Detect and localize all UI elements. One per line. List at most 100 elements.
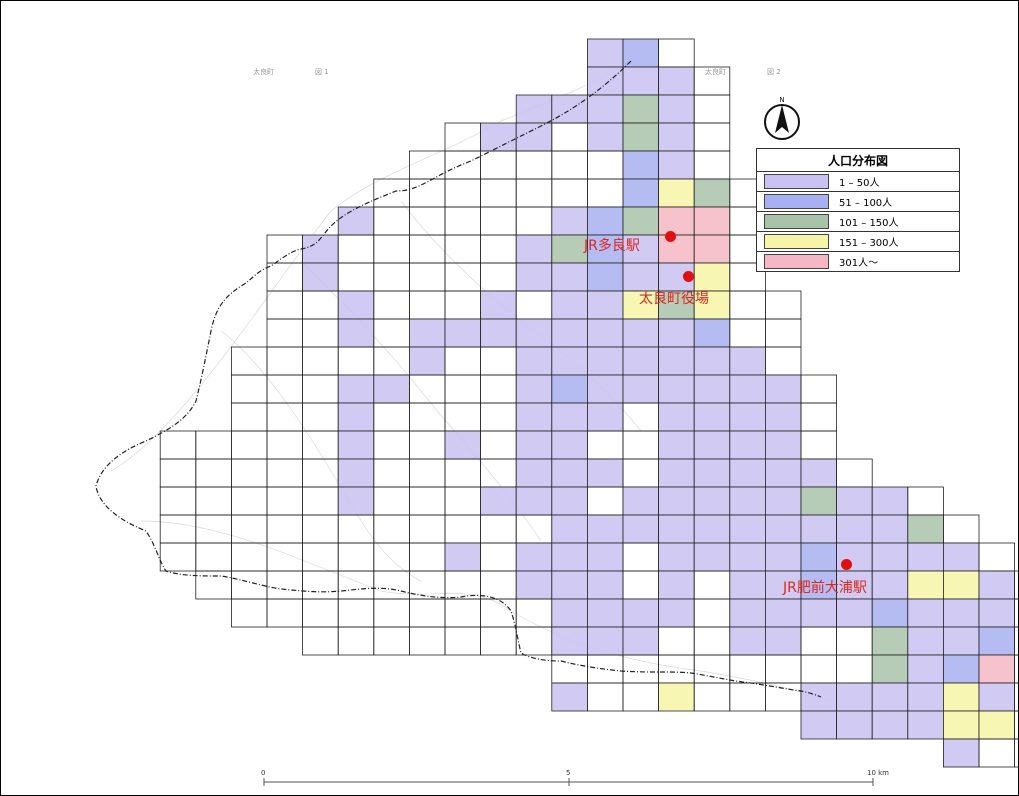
grid-cell [195, 570, 232, 600]
scale-mid-label: 5 [566, 769, 571, 777]
grid-cell [480, 458, 517, 488]
grid-cell [658, 570, 695, 600]
grid-cell [551, 178, 588, 208]
grid-cell [587, 38, 624, 68]
grid-cell [515, 430, 553, 460]
grid-cell [159, 514, 197, 544]
grid-cell [800, 458, 837, 488]
grid-cell [444, 542, 481, 572]
grid-cell [800, 682, 837, 712]
grid-cell [373, 514, 410, 544]
grid-cell [444, 290, 481, 320]
grid-cell [515, 290, 553, 320]
grid-cell [622, 570, 659, 600]
grid-cell [943, 710, 980, 740]
grid-cell [302, 598, 339, 628]
grid-cell [587, 682, 624, 712]
grid-cell [515, 486, 553, 516]
grid-cell [373, 262, 410, 292]
grid-cell [302, 458, 339, 488]
grid-cell [693, 458, 731, 488]
grid-cell [373, 486, 410, 516]
grid-cell [693, 430, 731, 460]
grid-cell [693, 570, 731, 600]
grid-cell [693, 94, 731, 124]
grid-cell [729, 346, 766, 376]
grid-cell [230, 570, 268, 600]
grid-cell [765, 458, 802, 488]
grid-cell [836, 682, 873, 712]
grid-cell [266, 430, 303, 460]
grid-cell [693, 514, 731, 544]
grid-cell [551, 402, 588, 432]
grid-cell [337, 374, 375, 404]
town-office-marker [683, 271, 694, 282]
header-left-title: 太良町 [253, 68, 274, 76]
grid-cell [622, 94, 659, 124]
grid-cell [587, 458, 624, 488]
grid-cell [266, 598, 303, 628]
grid-cell [622, 122, 659, 152]
grid-cell [587, 346, 624, 376]
grid-cell [587, 626, 624, 656]
grid-cell [622, 66, 659, 96]
legend-title: 人口分布図 [757, 149, 959, 172]
grid-cell [444, 402, 481, 432]
grid-cell [587, 514, 624, 544]
grid-cell [266, 234, 303, 264]
legend-row: 101 – 150人 [757, 212, 959, 232]
grid-cell [587, 66, 624, 96]
grid-cell [622, 150, 659, 180]
grid-cell [907, 486, 944, 516]
grid-cell [587, 374, 624, 404]
grid-cell [836, 626, 873, 656]
grid-cell [836, 514, 873, 544]
grid-cell [729, 598, 766, 628]
grid-cell [658, 542, 695, 572]
grid-cell [515, 598, 553, 628]
legend-row: 1 – 50人 [757, 172, 959, 192]
grid-cell [551, 682, 588, 712]
grid-cell [551, 290, 588, 320]
grid-cell [515, 542, 553, 572]
grid-cell [551, 458, 588, 488]
grid-cell [693, 262, 731, 292]
grid-cell [444, 234, 481, 264]
grid-cell [266, 458, 303, 488]
grid-cell [800, 402, 837, 432]
legend-swatch [764, 214, 829, 229]
grid-cell [302, 514, 339, 544]
grid-cell [408, 458, 446, 488]
grid-cell [408, 486, 446, 516]
grid-cell [444, 346, 481, 376]
grid-cell [907, 598, 944, 628]
grid-cell [943, 738, 980, 768]
station-tara-label: JR多良駅 [584, 238, 640, 254]
grid-cell [871, 626, 909, 656]
grid-cell [622, 682, 659, 712]
grid-cell [658, 150, 695, 180]
grid-cell [302, 542, 339, 572]
grid-cell [729, 374, 766, 404]
grid-cell [978, 738, 1015, 768]
grid-cell [515, 262, 553, 292]
grid-cell [551, 570, 588, 600]
grid-cell [765, 514, 802, 544]
station-hizen-oura-marker [841, 559, 852, 570]
grid-cell [515, 178, 553, 208]
grid-cell [729, 654, 766, 684]
grid-cell [551, 94, 588, 124]
grid-cell [444, 514, 481, 544]
grid-cell [230, 598, 268, 628]
grid-cell [658, 682, 695, 712]
grid-cell [337, 626, 375, 656]
grid-cell [373, 374, 410, 404]
grid-cell [337, 346, 375, 376]
grid-cell [587, 206, 624, 236]
grid-cell [622, 402, 659, 432]
grid-cell [444, 458, 481, 488]
grid-cell [480, 514, 517, 544]
grid-cell [587, 486, 624, 516]
grid-cell [800, 570, 837, 600]
